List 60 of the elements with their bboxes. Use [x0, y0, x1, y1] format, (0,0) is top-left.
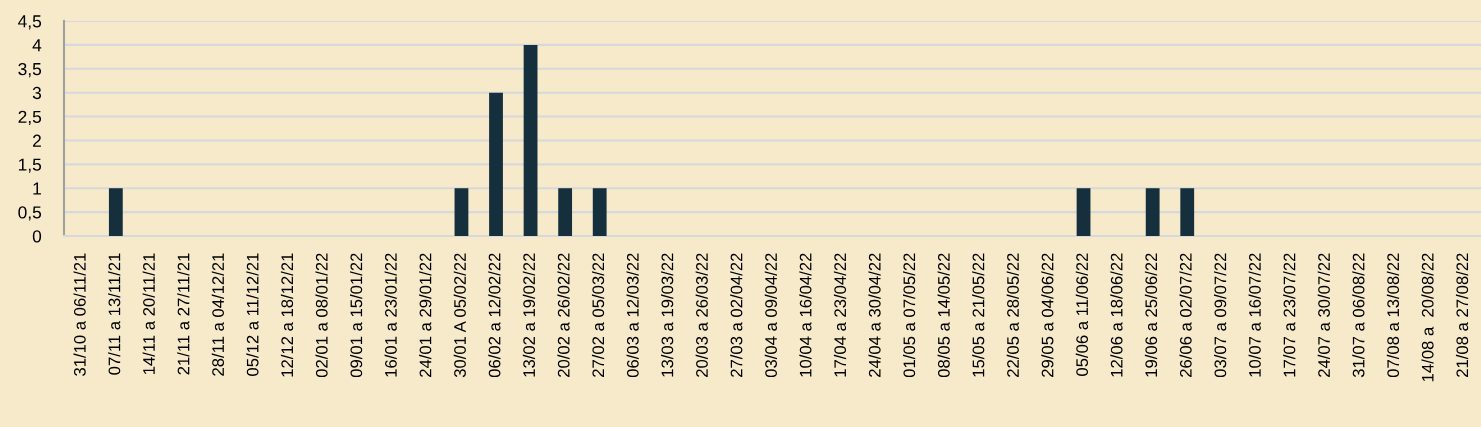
- bar: [454, 188, 469, 236]
- bar: [1076, 188, 1091, 236]
- x-tick-label: 24/07 a 30/07/22: [1317, 253, 1330, 377]
- x-tick-label: 06/02 a 12/02/22: [488, 253, 501, 378]
- x-tick-label: 27/02 a 05/03/22: [591, 253, 605, 377]
- x-tick-label: 12/06 a 18/06/22: [1110, 253, 1123, 377]
- y-tick-label: 4,5: [18, 15, 42, 30]
- y-tick-label: 1: [33, 182, 41, 195]
- bar: [108, 188, 123, 236]
- x-tick-label: 03/07 a 09/07/22: [1214, 253, 1227, 378]
- x-tick-label: 05/12 a 11/12/21: [246, 253, 259, 376]
- x-tick-label: 10/04 a 16/04/22: [799, 253, 812, 377]
- x-tick-label: 24/01 a 29/01/22: [419, 253, 432, 377]
- x-tick-label: 27/03 a 02/04/22: [730, 253, 743, 377]
- x-tick-label: 17/07 a 23/07/22: [1283, 253, 1296, 377]
- x-tick-label: 03/04 a 09/04/22: [764, 253, 777, 378]
- x-tick-label: 24/04 a 30/04/22: [868, 253, 881, 377]
- x-tick-label: 21/11 a 27/11/21: [177, 253, 190, 375]
- bar: [1180, 188, 1195, 236]
- x-tick-label: 15/05 a 21/05/22: [972, 253, 985, 377]
- x-tick-label: 05/06 a 11/06/22: [1075, 253, 1089, 376]
- bar: [523, 44, 538, 236]
- x-tick-label: 30/01 A 05/02/22: [453, 253, 466, 378]
- bar: [1145, 188, 1160, 236]
- x-tick-label: 31/10 a 06/11/21: [73, 253, 86, 376]
- x-tick-label: 07/08 a 13/08/22: [1386, 253, 1400, 378]
- y-tick-label: 0: [32, 230, 42, 243]
- x-tick-label: 12/12 a 18/12/21: [280, 253, 294, 377]
- y-tick-label: 2: [33, 134, 41, 147]
- y-tick-label: 0,5: [18, 206, 42, 221]
- x-tick-label: 09/01 a 15/01/22: [350, 253, 363, 378]
- x-tick-label: 17/04 a 23/04/22: [833, 253, 847, 377]
- x-tick-label: 14/08 a 20/08/22: [1421, 253, 1434, 382]
- y-tick-label: 1,5: [18, 158, 42, 173]
- x-tick-label: 26/06 a 02/07/22: [1179, 253, 1192, 377]
- x-tick-label: 01/05 a 07/05/22: [902, 253, 916, 378]
- bar: [592, 188, 607, 236]
- x-tick-label: 20/02 a 26/02/22: [557, 253, 570, 377]
- x-tick-label: 22/05 a 28/05/22: [1006, 253, 1019, 377]
- x-tick-label: 13/03 a 19/03/22: [661, 253, 674, 377]
- x-tick-label: 28/11 a 04/12/21: [211, 253, 224, 376]
- x-tick-label: 19/06 a 25/06/22: [1144, 253, 1158, 377]
- x-tick-label: 16/01 a 23/01/22: [384, 253, 397, 377]
- x-tick-label: 31/07 a 06/08/22: [1352, 253, 1365, 378]
- x-tick-label: 20/03 a 26/03/22: [695, 253, 708, 377]
- x-tick-label: 02/01 a 08/01/22: [315, 253, 328, 378]
- x-tick-label: 29/05 a 04/06/22: [1041, 253, 1054, 377]
- x-tick-label: 10/07 a 16/07/22: [1248, 253, 1261, 377]
- y-tick-label: 4: [32, 39, 42, 52]
- y-tick-label: 3,5: [18, 62, 42, 78]
- y-tick-label: 2,5: [18, 110, 42, 126]
- x-tick-label: 08/05 a 14/05/22: [937, 253, 950, 378]
- x-tick-label: 21/08 a 27/08/22: [1455, 253, 1469, 377]
- bar: [489, 92, 503, 236]
- y-tick-label: 3: [32, 86, 42, 100]
- x-tick-label: 07/11 a 13/11/21: [108, 253, 121, 375]
- x-tick-label: 14/11 a 20/11/21: [142, 253, 155, 375]
- bar: [558, 188, 573, 236]
- x-tick-label: 06/03 a 12/03/22: [626, 253, 639, 378]
- x-tick-label: 13/02 a 19/02/22: [522, 253, 536, 377]
